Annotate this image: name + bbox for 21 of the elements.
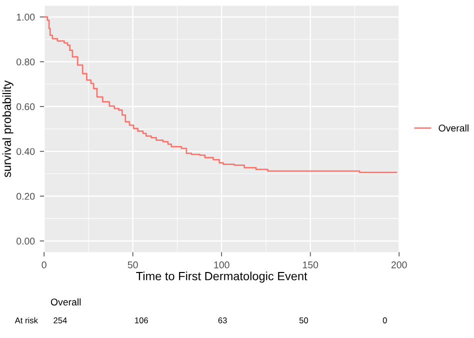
y-tick-label: 0.60 <box>16 103 35 110</box>
x-tick-label: 0 <box>42 261 46 268</box>
legend-label: Overall <box>438 124 468 132</box>
y-tick-label: 0.80 <box>16 58 35 66</box>
data-label: 254 <box>54 317 67 324</box>
y-tick-label: 0.00 <box>16 238 35 245</box>
data-label: 63 <box>218 317 227 324</box>
data-label: 0 <box>382 317 387 324</box>
text: At risk <box>14 317 38 324</box>
data-label: 50 <box>299 317 308 324</box>
x-tick-label: 150 <box>302 261 318 268</box>
x-tick-label: 100 <box>214 261 230 268</box>
x-tick-label: 50 <box>128 261 138 268</box>
text: Overall <box>50 298 81 306</box>
x-axis-title: Time to First Dermatologic Event <box>136 272 308 283</box>
y-tick-label: 0.20 <box>16 192 35 200</box>
data-label: 106 <box>135 317 148 324</box>
y-axis-title: survival probability <box>2 80 14 178</box>
y-tick-label: 1.00 <box>16 14 35 21</box>
y-tick-label: 0.40 <box>16 148 35 155</box>
x-tick-label: 200 <box>391 261 407 268</box>
